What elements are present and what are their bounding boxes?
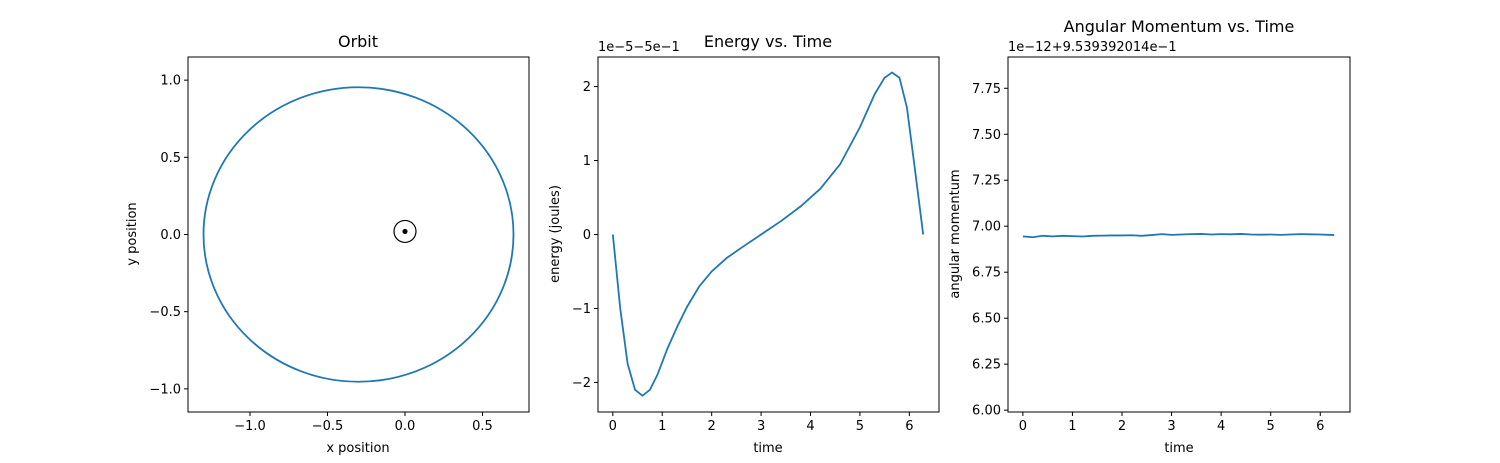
y-tick-label: 1.0 xyxy=(160,74,181,89)
x-tick-label: 6 xyxy=(1316,419,1324,434)
x-tick-label: 1 xyxy=(658,419,666,434)
x-tick-label: −0.5 xyxy=(312,419,344,434)
x-tick-label: 0.5 xyxy=(472,419,493,434)
energy-y-ticks: −2 −1 0 1 2 xyxy=(572,80,598,391)
energy-panel: Energy vs. Time 1e−5−5e−1 0 1 2 3 4 5 6 −2 −1 0 1… xyxy=(548,32,940,456)
orbit-y-label: y position xyxy=(125,202,140,265)
x-tick-label: 6 xyxy=(905,419,913,434)
angular-momentum-x-label: time xyxy=(1164,441,1193,456)
series-line xyxy=(1022,233,1335,239)
y-tick-label: −0.5 xyxy=(149,305,181,320)
orbit-y-ticks: −1.0 −0.5 0.0 0.5 1.0 xyxy=(149,74,188,397)
x-tick-label: 2 xyxy=(708,419,716,434)
x-tick-label: 0 xyxy=(609,419,617,434)
angular-momentum-x-ticks: 0 1 2 3 4 5 6 xyxy=(1019,412,1324,434)
y-tick-label: 6.75 xyxy=(972,266,1001,281)
angular-momentum-y-label: angular momentum xyxy=(948,169,963,298)
y-tick-label: 0 xyxy=(583,228,591,243)
y-tick-label: 2 xyxy=(583,80,591,95)
x-tick-label: 0.0 xyxy=(395,419,416,434)
y-tick-label: 0.0 xyxy=(160,228,181,243)
x-tick-label: 5 xyxy=(1267,419,1275,434)
x-tick-label: 3 xyxy=(1167,419,1175,434)
angular-momentum-y-ticks: 6.00 6.25 6.50 6.75 7.00 7.25 7.50 7.75 xyxy=(972,82,1008,419)
y-tick-label: 6.00 xyxy=(972,404,1001,419)
y-tick-label: −1 xyxy=(572,302,591,317)
central-body-dot-marker xyxy=(402,228,408,235)
orbit-plot-area xyxy=(187,56,530,413)
y-tick-label: 6.25 xyxy=(972,358,1001,373)
energy-plot-area xyxy=(597,56,940,413)
orbit-path xyxy=(202,86,515,383)
angular-momentum-title: Angular Momentum vs. Time xyxy=(1064,17,1295,36)
x-tick-label: 2 xyxy=(1118,419,1126,434)
y-tick-label: 1 xyxy=(583,154,591,169)
x-tick-label: 1 xyxy=(1068,419,1076,434)
orbit-x-label: x position xyxy=(326,441,389,456)
angular-momentum-offset-text: 1e−12+9.539392014e−1 xyxy=(1008,40,1177,55)
x-tick-label: 4 xyxy=(806,419,814,434)
energy-x-ticks: 0 1 2 3 4 5 6 xyxy=(609,412,913,434)
y-tick-label: −1.0 xyxy=(149,382,181,397)
x-tick-label: 5 xyxy=(856,419,864,434)
orbit-panel: Orbit −1.0 −0.5 0.0 0.5 −1.0 −0.5 0.0 0.5 1.0 x… xyxy=(125,32,530,456)
energy-offset-text: 1e−5−5e−1 xyxy=(598,40,680,55)
y-tick-label: −2 xyxy=(572,376,591,391)
y-tick-label: 7.75 xyxy=(972,82,1001,97)
energy-x-label: time xyxy=(753,441,782,456)
y-tick-label: 6.50 xyxy=(972,312,1001,327)
y-tick-label: 7.25 xyxy=(972,174,1001,189)
y-tick-label: 0.5 xyxy=(160,151,181,166)
orbit-title: Orbit xyxy=(338,32,378,51)
orbit-plot-content xyxy=(202,86,515,383)
orbit-x-ticks: −1.0 −0.5 0.0 0.5 xyxy=(234,412,493,434)
y-tick-label: 7.00 xyxy=(972,220,1001,235)
angular-momentum-plot-area xyxy=(1007,56,1351,413)
central-body-ring-marker xyxy=(393,219,417,244)
x-tick-label: 0 xyxy=(1019,419,1027,434)
energy-y-label: energy (joules) xyxy=(548,185,563,283)
energy-plot-content xyxy=(611,71,925,397)
energy-title: Energy vs. Time xyxy=(704,32,832,51)
x-tick-label: −1.0 xyxy=(234,419,266,434)
x-tick-label: 3 xyxy=(757,419,765,434)
angular-momentum-plot-content xyxy=(1022,233,1335,239)
y-tick-label: 7.50 xyxy=(972,128,1001,143)
series-line xyxy=(611,71,925,397)
angular-momentum-panel: Angular Momentum vs. Time 1e−12+9.539392… xyxy=(948,17,1351,456)
x-tick-label: 4 xyxy=(1217,419,1225,434)
